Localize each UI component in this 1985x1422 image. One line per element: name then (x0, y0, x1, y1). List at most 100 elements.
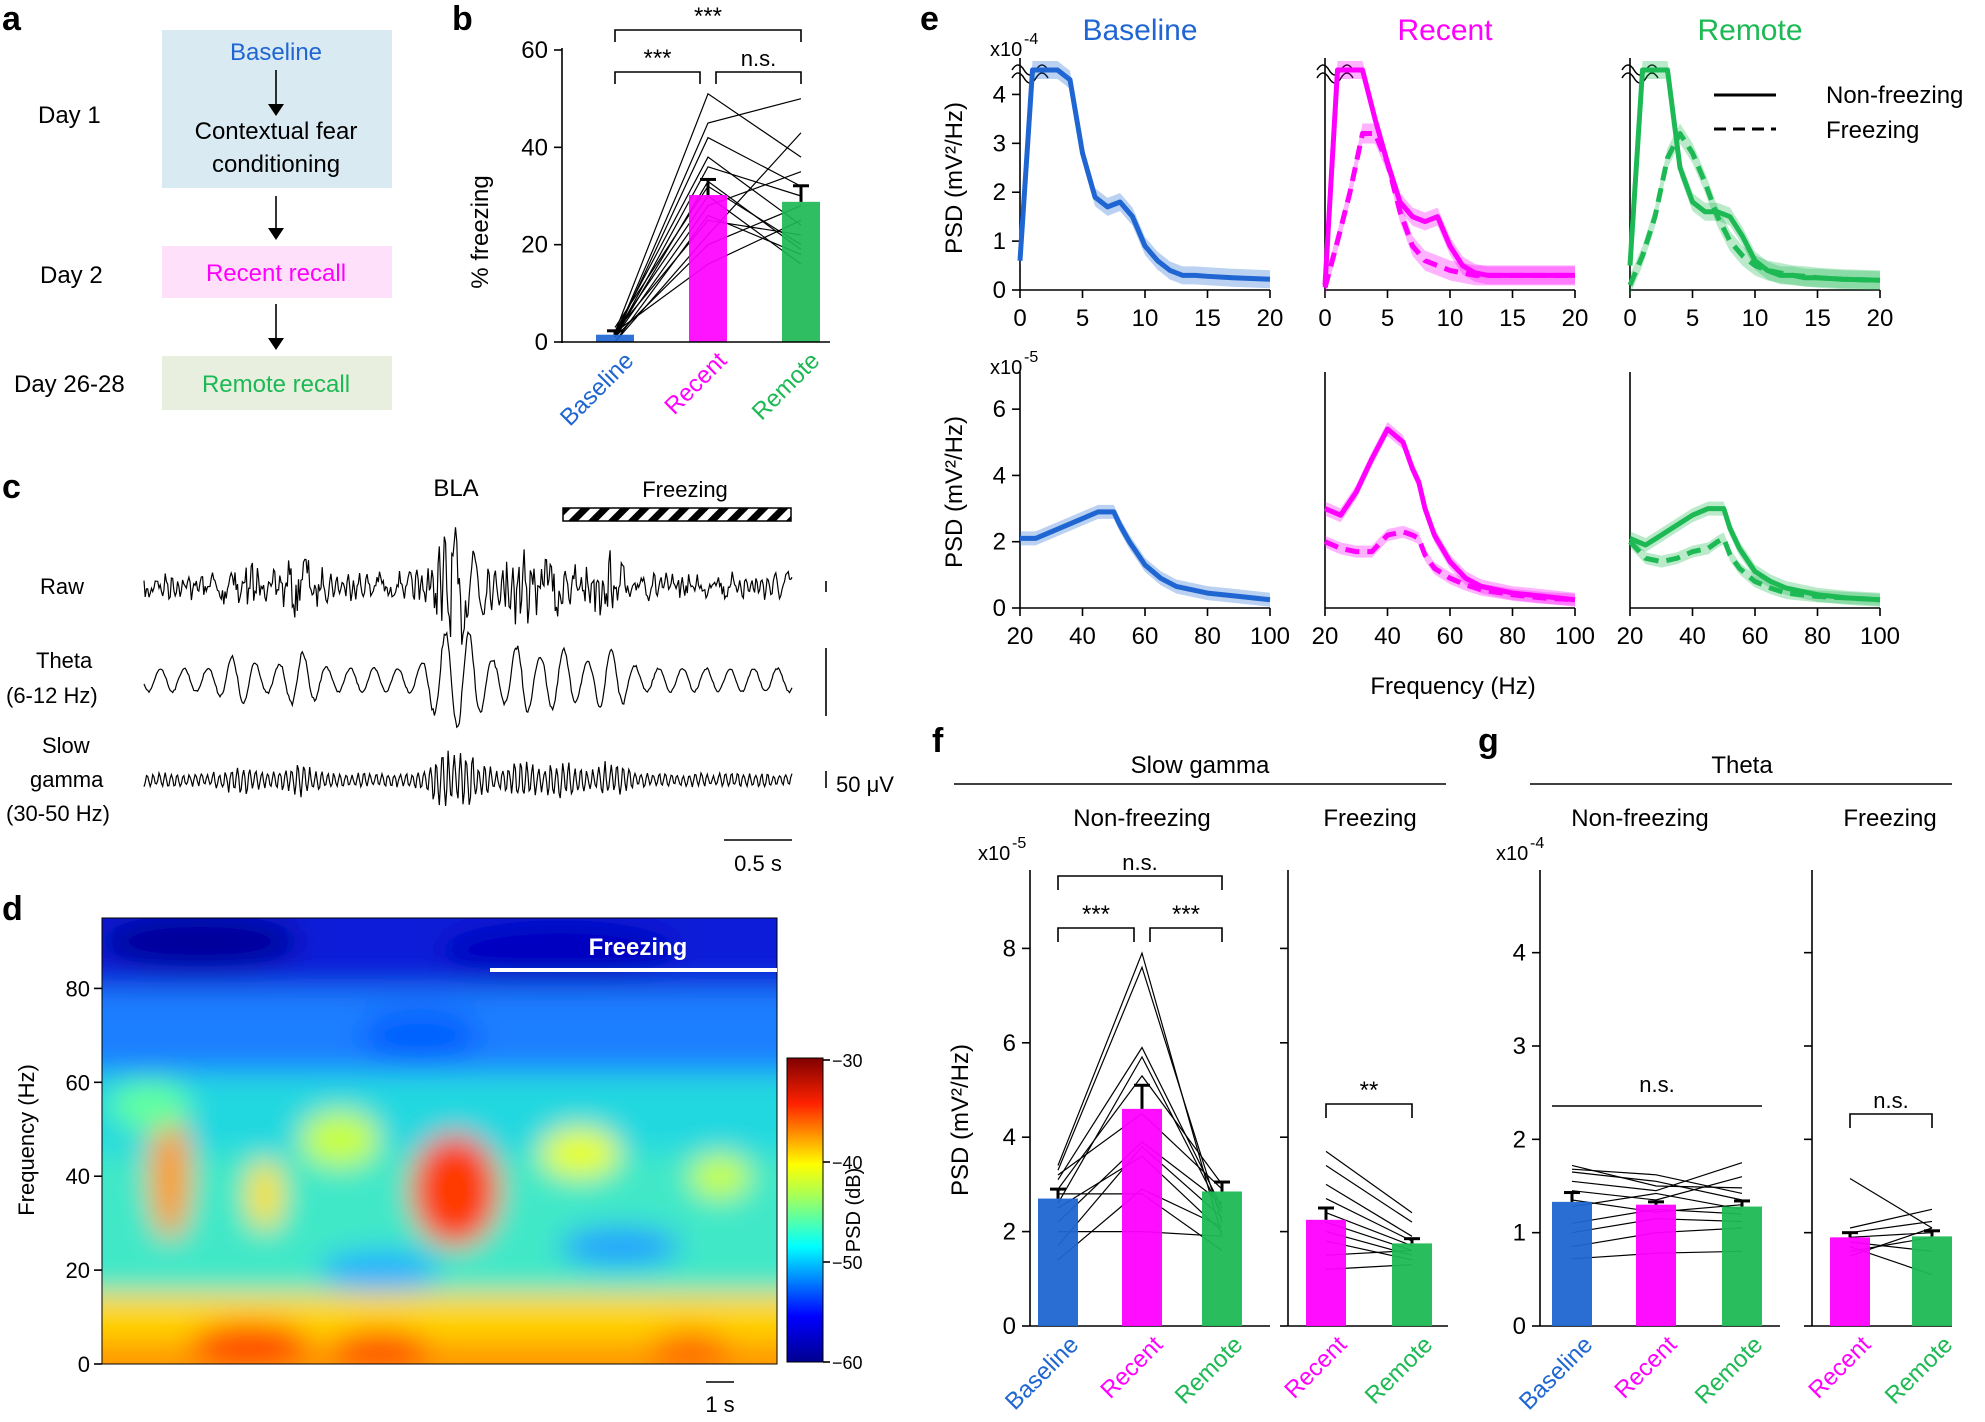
g-plot-exponent: -4 (1530, 835, 1544, 852)
recent-box (162, 246, 392, 298)
e-top-y-tick-label: 2 (993, 179, 1006, 206)
g-plot-freezing-bar-recent (1830, 1237, 1870, 1326)
g-title: Theta (1711, 752, 1773, 779)
bla-title: BLA (433, 475, 478, 502)
e-top-y-tick-label: 4 (993, 81, 1006, 108)
e-bottom-exponent: -5 (1024, 349, 1038, 366)
e-bottom-freezing-sem (1325, 525, 1575, 606)
g-plot-non-freezing-x-label-baseline: Baseline (1514, 1331, 1598, 1415)
e-top-x-tick-label: 5 (1076, 305, 1089, 332)
panel-f: f Slow gamma x10 -5 PSD (mV²/Hz) Non-freezi… (932, 722, 1448, 1415)
slow-row-label: Slow (42, 733, 90, 758)
f-plot-freezing-x-label-recent: Recent (1279, 1331, 1352, 1404)
e-bottom-x-tick-label: 40 (1679, 623, 1706, 650)
g-plot-non-freezing-subject-line (1571, 1176, 1743, 1201)
c-freezing-label: Freezing (642, 477, 728, 502)
g-plot-non-freezing-bar-baseline (1552, 1201, 1592, 1326)
f-plot-freezing-subject-line (1325, 1198, 1413, 1242)
e-title-baseline: Baseline (1082, 14, 1197, 47)
e-bottom-x-tick-label: 100 (1860, 623, 1900, 650)
raw-trace (143, 527, 793, 645)
lfp-traces (143, 527, 793, 806)
e-top-x-tick-label: 15 (1804, 305, 1831, 332)
b-subject-line (614, 92, 802, 333)
arrow-head-2 (268, 228, 284, 240)
gamma-row-label: gamma (30, 767, 104, 792)
e-bottom-x-tick-label: 20 (1312, 623, 1339, 650)
f-plot-non-freezing-sig-1-bracket (1057, 927, 1135, 942)
d-time-scale-label: 1 s (705, 1392, 734, 1417)
panel-b-label: b (452, 0, 473, 38)
panel-g-label: g (1478, 722, 1499, 760)
day-26-28-label: Day 26-28 (14, 371, 125, 398)
b-y-tick-label: 0 (535, 329, 548, 356)
spec-blob (330, 1330, 430, 1364)
g-plot-non-freezing-subject-line (1571, 1168, 1743, 1195)
g-plot-non-freezing-y-tick-label: 2 (1513, 1126, 1526, 1153)
e-bottom-x-tick-label: 40 (1069, 623, 1096, 650)
e-top-nonfreezing-sem (1630, 61, 1880, 290)
conditioning-step-line1: Contextual fear (195, 118, 358, 145)
f-plot-freezing-bar-recent (1306, 1219, 1346, 1326)
e-top-freezing-remote (1627, 131, 1881, 287)
legend-freezing: Freezing (1826, 117, 1919, 144)
f-plot-non-freezing-y-tick-label: 0 (1003, 1313, 1016, 1340)
time-scale-label: 0.5 s (734, 851, 782, 876)
e-bottom-nonfreezing-sem (1020, 504, 1270, 607)
legend-nonfreezing: Non-freezing (1826, 82, 1963, 109)
f-plot-multiplier: x10 (978, 843, 1010, 865)
arrow-head-1 (268, 104, 284, 116)
panel-d: d Frequency (Hz) Freezing 0 20 40 60 80 PSD … (2, 890, 865, 1417)
baseline-step: Baseline (230, 39, 322, 66)
f-plot-non-freezing-y-tick-label: 4 (1003, 1124, 1016, 1151)
g-plot-freezing-subject-line (1849, 1232, 1933, 1238)
e-top-exponent: -4 (1024, 31, 1038, 48)
f-plot-non-freezing-x-label-recent: Recent (1095, 1331, 1168, 1404)
f-plot-exponent: -5 (1012, 835, 1026, 852)
panel-c-label: c (2, 468, 21, 506)
g-plot-non-freezing-subject-line (1571, 1162, 1743, 1192)
colorbar-tick-label: −40 (832, 1153, 863, 1173)
e-top-x-tick-label: 10 (1742, 305, 1769, 332)
e-bottom-freezing-recent (1324, 529, 1576, 603)
g-plot-freezing-bar-remote (1912, 1236, 1952, 1326)
d-ylabel: Frequency (Hz) (14, 1064, 39, 1216)
e-bottom-x-tick-label: 100 (1555, 623, 1595, 650)
f-plot-freezing-sig-0-bracket (1325, 1103, 1413, 1118)
f-plot-freezing-title: Freezing (1323, 805, 1416, 832)
recent-step: Recent recall (206, 260, 346, 287)
theta-trace (143, 630, 793, 729)
f-plot-non-freezing-y-tick-label: 6 (1003, 1030, 1016, 1057)
conditioning-step-line2: conditioning (212, 151, 340, 178)
g-plot-freezing-sig-0-label: n.s. (1873, 1088, 1908, 1113)
panel-b: b % freezing 0 20 40 60 Baseline Recent Remote… (452, 0, 830, 431)
spec-blob (560, 1227, 680, 1267)
e-top-nonfreezing-baseline (1017, 67, 1271, 282)
e-top-nonfreezing-sem (1020, 61, 1270, 289)
panel-a-label: a (2, 0, 22, 38)
e-top-x-tick-label: 20 (1867, 305, 1894, 332)
spectrogram (102, 918, 777, 1364)
f-plot-non-freezing-x-label-baseline: Baseline (1000, 1331, 1084, 1415)
day-2-label: Day 2 (40, 262, 103, 289)
e-bottom-nonfreezing-remote (1629, 506, 1881, 603)
freezing-hatched-bar (562, 507, 792, 522)
e-top-multiplier: x10 (990, 39, 1022, 61)
d-y-tick-label: 60 (66, 1070, 90, 1095)
f-plot-non-freezing-sig-2-bracket (1149, 927, 1223, 942)
e-top-x-tick-label: 5 (1686, 305, 1699, 332)
f-plot-non-freezing-subject-line (1057, 965, 1223, 1223)
f-plot-non-freezing-sig-1-label: *** (1082, 901, 1110, 928)
g-plot-non-freezing-subject-line (1571, 1171, 1743, 1201)
spectrogram-y-axis: 0 20 40 60 80 (66, 976, 102, 1377)
panel-b-plot: 0 20 40 60 Baseline Recent Remote *** *** n.s. (521, 3, 830, 431)
b-subject-line (614, 98, 802, 338)
spectrogram-frame (101, 917, 778, 1365)
e-bottom-multiplier: x10 (990, 357, 1022, 379)
f-plot-non-freezing-y-tick-label: 2 (1003, 1219, 1016, 1246)
b-sig-0-1-label: *** (643, 45, 671, 72)
b-sig-0-2-bracket (614, 29, 802, 42)
raw-row-label: Raw (40, 574, 84, 599)
